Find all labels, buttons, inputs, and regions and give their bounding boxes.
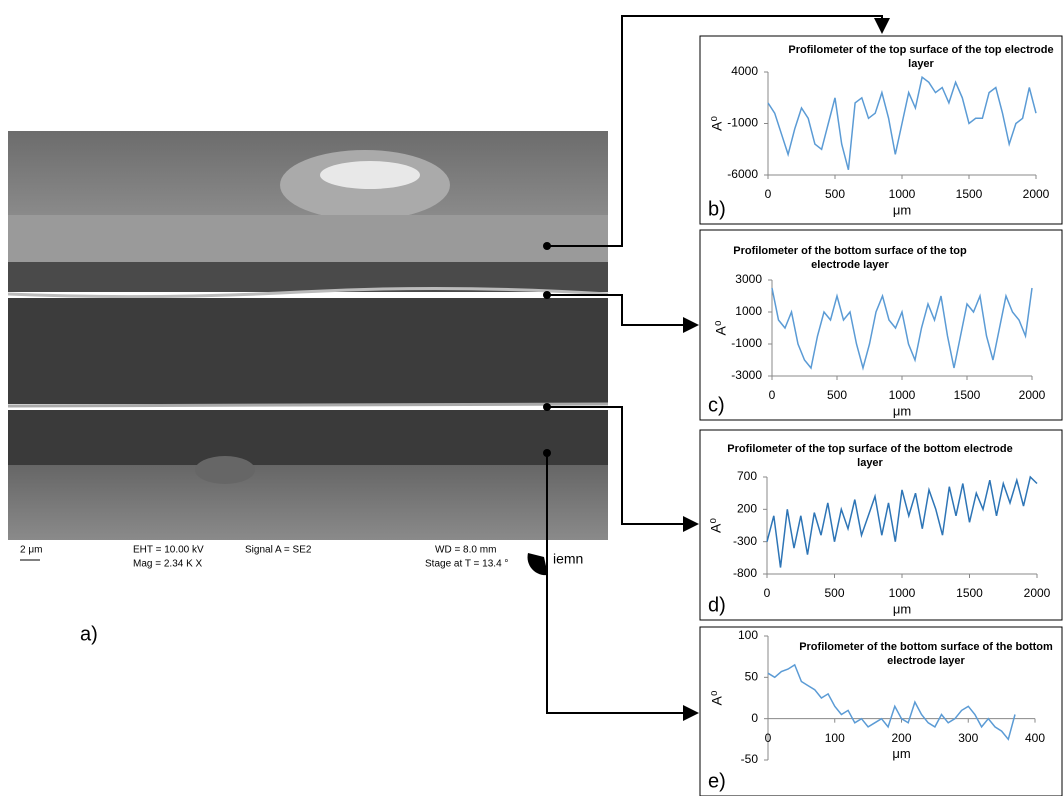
sem-signal: Signal A = SE2 bbox=[245, 545, 312, 556]
x-tick-label: 0 bbox=[769, 388, 776, 402]
x-tick-label: 100 bbox=[825, 731, 845, 745]
chart-title: Profilometer of the bottom surface of th… bbox=[799, 641, 1053, 667]
y-tick-label: -6000 bbox=[727, 167, 758, 181]
x-axis-label: μm bbox=[893, 403, 911, 418]
panel-label: a) bbox=[80, 623, 98, 645]
y-tick-label: -800 bbox=[733, 566, 757, 580]
y-tick-label: -1000 bbox=[727, 116, 758, 130]
y-tick-label: -50 bbox=[741, 752, 759, 766]
chart-frame bbox=[699, 229, 1063, 421]
profile-line bbox=[767, 663, 1016, 741]
chart-title: Profilometer of the top surface of the t… bbox=[788, 44, 1054, 70]
chart-title: Profilometer of the bottom surface of th… bbox=[733, 245, 967, 271]
y-tick-label: 700 bbox=[737, 469, 757, 483]
profile-line bbox=[767, 75, 1037, 170]
sem-scale: 2 μm bbox=[20, 545, 42, 556]
x-axis-label: μm bbox=[892, 746, 910, 761]
x-tick-label: 1000 bbox=[889, 388, 916, 402]
sem-stage: Stage at T = 13.4 ° bbox=[425, 559, 508, 570]
y-tick-label: 0 bbox=[751, 711, 758, 725]
x-tick-label: 1500 bbox=[956, 187, 983, 201]
sem-eht: EHT = 10.00 kV bbox=[133, 545, 204, 556]
x-tick-label: 500 bbox=[825, 187, 845, 201]
x-tick-label: 0 bbox=[765, 731, 772, 745]
sem-mag: Mag = 2.34 K X bbox=[133, 559, 203, 570]
y-tick-label: -300 bbox=[733, 534, 757, 548]
panel-label: c) bbox=[708, 394, 725, 416]
y-tick-label: 1000 bbox=[735, 304, 762, 318]
x-tick-label: 1000 bbox=[889, 586, 916, 600]
x-tick-label: 500 bbox=[824, 586, 844, 600]
sem-logo: iemn bbox=[553, 551, 583, 567]
y-tick-label: 3000 bbox=[735, 272, 762, 286]
x-tick-label: 1500 bbox=[954, 388, 981, 402]
y-tick-label: 50 bbox=[745, 670, 759, 684]
x-tick-label: 200 bbox=[891, 731, 911, 745]
profile-line bbox=[771, 287, 1033, 371]
x-tick-label: 2000 bbox=[1019, 388, 1046, 402]
chart-frame bbox=[699, 35, 1063, 225]
x-tick-label: 1500 bbox=[956, 586, 983, 600]
y-tick-label: 100 bbox=[738, 628, 758, 642]
x-tick-label: 400 bbox=[1025, 731, 1045, 745]
chart-frame bbox=[699, 626, 1063, 796]
x-tick-label: 500 bbox=[827, 388, 847, 402]
x-tick-label: 2000 bbox=[1024, 586, 1051, 600]
panel-label: d) bbox=[708, 594, 726, 616]
sem-image: 2 μm EHT = 10.00 kV Mag = 2.34 K X Signa… bbox=[7, 131, 609, 580]
y-tick-label: -3000 bbox=[731, 368, 762, 382]
connectors bbox=[546, 15, 890, 721]
y-tick-label: -1000 bbox=[731, 336, 762, 350]
sem-wd: WD = 8.0 mm bbox=[435, 545, 496, 556]
y-tick-label: 200 bbox=[737, 502, 757, 516]
chart-title: Profilometer of the top surface of the b… bbox=[727, 443, 1013, 469]
chart-frame bbox=[699, 429, 1063, 621]
x-axis-label: μm bbox=[893, 601, 911, 616]
x-axis-label: μm bbox=[893, 202, 911, 217]
x-tick-label: 0 bbox=[765, 187, 772, 201]
panel-label: b) bbox=[708, 198, 726, 220]
y-axis-label: A⁰ bbox=[708, 518, 724, 533]
y-tick-label: 4000 bbox=[731, 64, 758, 78]
y-axis-label: A⁰ bbox=[709, 690, 725, 705]
panel-label: e) bbox=[708, 770, 726, 792]
x-tick-label: 2000 bbox=[1023, 187, 1050, 201]
x-tick-label: 1000 bbox=[889, 187, 916, 201]
x-tick-label: 0 bbox=[764, 586, 771, 600]
y-axis-label: A⁰ bbox=[709, 116, 725, 131]
x-tick-label: 300 bbox=[958, 731, 978, 745]
y-axis-label: A⁰ bbox=[713, 320, 729, 335]
profile-line bbox=[766, 475, 1038, 568]
